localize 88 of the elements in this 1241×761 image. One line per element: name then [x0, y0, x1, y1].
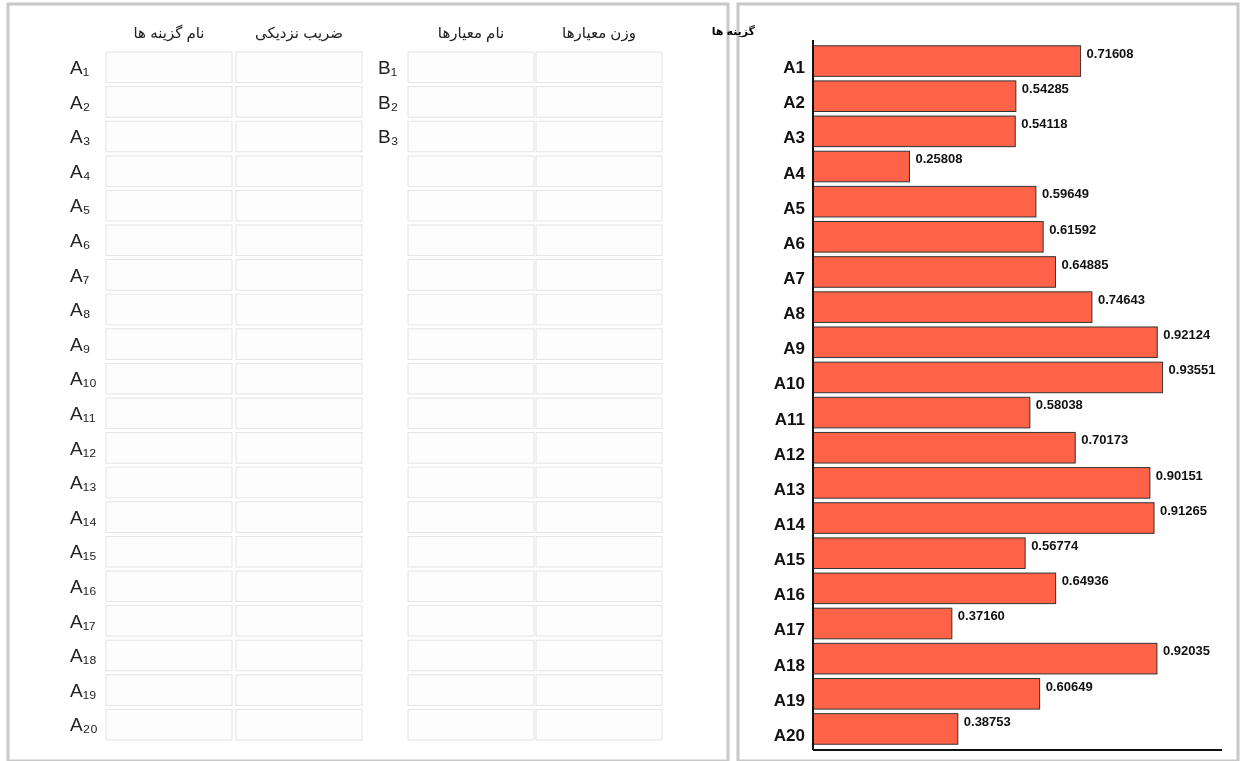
- category-label: A₂: [70, 91, 91, 113]
- category-label: A₈: [70, 299, 91, 321]
- category-label: A₁₁: [70, 403, 96, 424]
- y-tick-label: A19: [773, 690, 805, 710]
- data-label: 0.90151: [1155, 467, 1203, 483]
- bar: [812, 45, 1082, 77]
- category-label: A₁₀: [70, 368, 97, 390]
- data-label: 0.93551: [1168, 362, 1216, 378]
- y-tick-label: A16: [773, 585, 805, 605]
- bar: [812, 431, 1076, 464]
- bar: [812, 256, 1056, 288]
- category-label: B₂: [378, 91, 399, 113]
- bar: [812, 572, 1057, 605]
- y-tick-label: A11: [774, 409, 805, 429]
- data-label: 0.64936: [1061, 573, 1109, 589]
- bar: [812, 678, 1041, 710]
- y-tick-label: A4: [783, 163, 806, 183]
- bar: [812, 537, 1026, 569]
- data-label: 0.38753: [963, 713, 1011, 729]
- y-tick-label: A10: [773, 374, 805, 394]
- data-label: 0.58038: [1035, 397, 1083, 413]
- category-label: A₁₆: [70, 576, 97, 597]
- data-label: 0.25808: [915, 151, 963, 167]
- y-axis-title: گزینه ها: [711, 25, 756, 38]
- category-label: A₂₀: [70, 714, 98, 736]
- category-label: A₁₈: [70, 645, 97, 667]
- data-label: 0.92124: [1163, 326, 1211, 342]
- category-label: A₇: [70, 264, 90, 286]
- category-label: A₉: [70, 333, 91, 355]
- y-tick-label: A2: [783, 93, 805, 113]
- y-tick-label: A14: [773, 515, 806, 535]
- bar: [812, 115, 1016, 148]
- data-label: 0.74643: [1097, 291, 1145, 307]
- category-label: A₁₂: [70, 437, 97, 459]
- category-label: نام معیارها: [437, 24, 505, 42]
- y-tick-label: A5: [783, 198, 805, 218]
- category-label: A₁₄: [70, 506, 97, 528]
- bar: [812, 467, 1151, 499]
- data-label: 0.37160: [957, 608, 1005, 624]
- category-label: B₃: [378, 126, 399, 148]
- y-tick-label: A8: [783, 304, 805, 324]
- data-label: 0.54118: [1021, 116, 1068, 132]
- category-label: ضریب نزدیکی: [254, 24, 344, 42]
- data-label: 0.61592: [1049, 221, 1097, 237]
- data-label: 0.59649: [1041, 186, 1089, 202]
- bar: [812, 396, 1031, 429]
- bar: [812, 607, 953, 640]
- y-tick-label: A9: [783, 339, 805, 359]
- data-label: 0.70173: [1081, 432, 1129, 448]
- y-tick-label: A13: [773, 479, 805, 499]
- data-label: 0.92035: [1162, 643, 1210, 659]
- bar: [812, 502, 1155, 534]
- data-label: 0.60649: [1045, 678, 1093, 694]
- data-label: 0.71608: [1086, 45, 1134, 61]
- y-tick-label: A12: [773, 444, 805, 464]
- bar: [812, 642, 1158, 675]
- data-label: 0.91265: [1160, 502, 1208, 518]
- category-label: B₁: [378, 57, 398, 78]
- category-label: A₁₃: [70, 472, 97, 494]
- category-label: A₁₅: [70, 541, 97, 563]
- category-label: A₁: [70, 57, 90, 78]
- category-label: نام گزینه ها: [133, 24, 205, 42]
- category-label: A₃: [70, 126, 91, 148]
- bar: [812, 150, 910, 183]
- y-tick-label: A20: [773, 725, 805, 745]
- category-label: A₆: [70, 230, 91, 251]
- y-tick-label: A18: [773, 655, 805, 675]
- bar: [812, 713, 959, 745]
- bar: [812, 185, 1037, 218]
- bar: [812, 361, 1164, 394]
- category-label: A₄: [70, 160, 91, 182]
- data-label: 0.54285: [1021, 80, 1069, 96]
- data-label: 0.56774: [1031, 537, 1079, 553]
- y-tick-label: A17: [773, 620, 805, 640]
- y-tick-label: A7: [783, 268, 805, 288]
- category-label: وزن معیارها: [562, 24, 636, 42]
- bar: [812, 291, 1093, 323]
- category-label: A₁₇: [70, 610, 96, 632]
- y-tick-label: A15: [773, 550, 805, 570]
- y-tick-label: A6: [783, 233, 805, 253]
- bar: [812, 326, 1158, 359]
- bar: [812, 221, 1044, 253]
- bar: [812, 80, 1017, 112]
- category-label: A₁₉: [70, 679, 97, 701]
- data-label: 0.64885: [1061, 256, 1109, 272]
- category-label: A₅: [70, 195, 91, 217]
- y-tick-label: A3: [783, 128, 805, 148]
- y-tick-label: A1: [783, 58, 805, 78]
